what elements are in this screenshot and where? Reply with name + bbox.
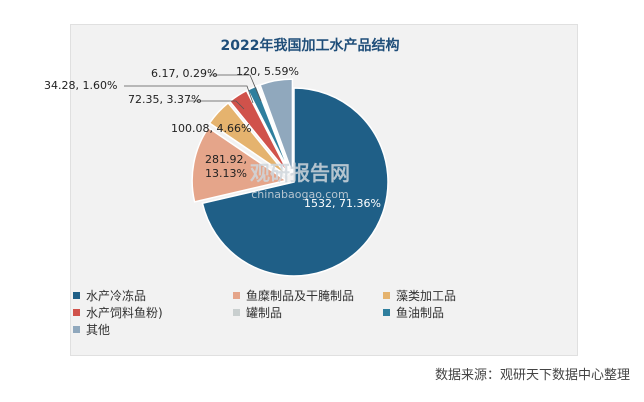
legend-item-鱼糜制品及干腌制品: 鱼糜制品及干腌制品	[233, 287, 354, 304]
legend-swatch	[73, 309, 80, 316]
pie-slice-罐制品	[255, 84, 292, 174]
data-label-罐制品: 6.17, 0.29%	[151, 67, 217, 80]
legend-swatch	[233, 309, 240, 316]
chart-legend: 水产冷冻品 鱼糜制品及干腌制品 藻类加工品水产饲料鱼粉) 罐制品 鱼油制品其他	[73, 287, 573, 349]
data-label-鱼糜制品及干腌制品: 281.92, 13.13%	[205, 153, 247, 180]
legend-swatch	[73, 292, 80, 299]
legend-swatch	[383, 292, 390, 299]
legend-swatch	[233, 292, 240, 299]
watermark-url: chinabaogao.com	[251, 188, 349, 201]
pie-slice-其他	[259, 78, 294, 174]
pie-slice-水产饲料鱼粉	[228, 89, 290, 175]
data-label-其他: 120, 5.59%	[236, 65, 299, 78]
data-label-藻类加工品: 100.08, 4.66%	[171, 122, 251, 135]
leader-line-水产饲料鱼粉	[188, 100, 245, 110]
legend-item-罐制品: 罐制品	[233, 304, 282, 321]
data-source-note: 数据来源：观研天下数据中心整理	[434, 368, 630, 383]
legend-label: 水产冷冻品	[86, 289, 147, 303]
legend-item-水产冷冻品: 水产冷冻品	[73, 287, 146, 304]
data-label-鱼油制品: 34.28, 1.60%	[44, 79, 117, 92]
legend-label: 鱼糜制品及干腌制品	[246, 289, 355, 303]
legend-label: 罐制品	[246, 306, 283, 320]
legend-label: 鱼油制品	[396, 306, 445, 320]
watermark-text: 观研报告网	[250, 161, 350, 185]
legend-item-水产饲料鱼粉: 水产饲料鱼粉)	[73, 304, 163, 321]
pie-slice-水产冷冻品	[201, 87, 389, 277]
legend-item-鱼油制品: 鱼油制品	[383, 304, 444, 321]
legend-label: 藻类加工品	[396, 289, 457, 303]
legend-item-其他: 其他	[73, 321, 110, 338]
legend-item-藻类加工品: 藻类加工品	[383, 287, 456, 304]
legend-swatch	[73, 326, 80, 333]
data-label-水产饲料鱼粉: 72.35, 3.37%	[128, 93, 201, 106]
legend-label: 其他	[86, 323, 111, 337]
pie-slice-藻类加工品	[208, 101, 288, 177]
data-label-水产冷冻品: 1532, 71.36%	[304, 197, 381, 210]
chart-title: 2022年我国加工水产品结构	[221, 37, 400, 54]
pie-slice-鱼糜制品及干腌制品	[191, 126, 288, 203]
legend-label: 水产饲料鱼粉)	[86, 306, 163, 320]
legend-swatch	[383, 309, 390, 316]
leader-line-鱼油制品	[124, 85, 254, 104]
leader-line-罐制品	[209, 74, 262, 102]
